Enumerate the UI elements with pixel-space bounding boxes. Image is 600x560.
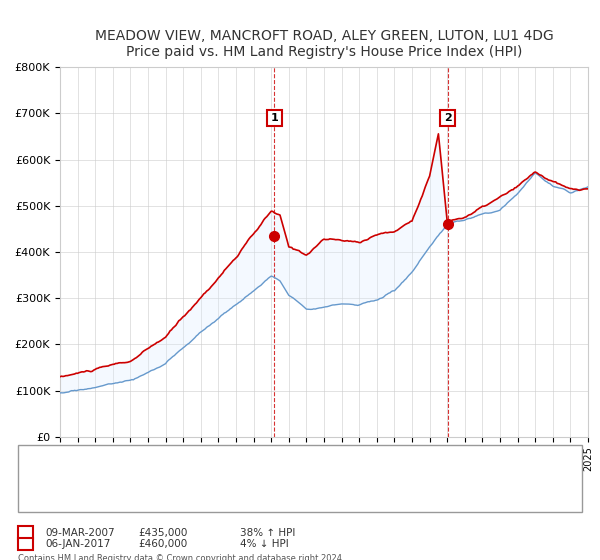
Text: £435,000: £435,000 — [138, 528, 187, 538]
Text: 06-JAN-2017: 06-JAN-2017 — [45, 539, 110, 549]
Text: 4% ↓ HPI: 4% ↓ HPI — [240, 539, 289, 549]
Text: Contains HM Land Registry data © Crown copyright and database right 2024.
This d: Contains HM Land Registry data © Crown c… — [18, 554, 344, 560]
Text: 2: 2 — [22, 539, 29, 549]
Text: —: — — [38, 470, 58, 489]
Text: 2: 2 — [443, 113, 451, 123]
Title: MEADOW VIEW, MANCROFT ROAD, ALEY GREEN, LUTON, LU1 4DG
Price paid vs. HM Land Re: MEADOW VIEW, MANCROFT ROAD, ALEY GREEN, … — [95, 29, 553, 59]
Text: 1: 1 — [22, 528, 29, 538]
Text: MEADOW VIEW, MANCROFT ROAD, ALEY GREEN, LUTON, LU1 4DG (detached house): MEADOW VIEW, MANCROFT ROAD, ALEY GREEN, … — [72, 464, 451, 473]
Text: £460,000: £460,000 — [138, 539, 187, 549]
Text: 1: 1 — [271, 113, 278, 123]
Text: 09-MAR-2007: 09-MAR-2007 — [45, 528, 115, 538]
Text: HPI: Average price, detached house, Central Bedfordshire: HPI: Average price, detached house, Cent… — [72, 475, 333, 484]
Text: 38% ↑ HPI: 38% ↑ HPI — [240, 528, 295, 538]
Text: —: — — [38, 459, 58, 478]
